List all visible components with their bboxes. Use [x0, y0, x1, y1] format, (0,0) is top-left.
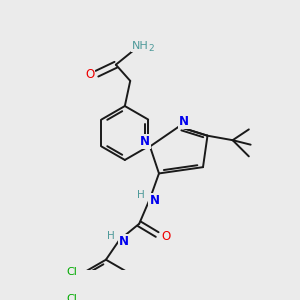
- Text: N: N: [149, 194, 160, 207]
- Text: N: N: [140, 135, 150, 148]
- Text: O: O: [161, 230, 171, 243]
- Text: H: H: [106, 231, 114, 241]
- Text: N: N: [179, 115, 189, 128]
- Text: Cl: Cl: [66, 294, 77, 300]
- Text: H: H: [137, 190, 145, 200]
- Text: NH: NH: [132, 41, 148, 51]
- Text: O: O: [85, 68, 94, 81]
- Text: N: N: [119, 235, 129, 248]
- Text: 2: 2: [148, 44, 154, 53]
- Text: Cl: Cl: [66, 267, 77, 277]
